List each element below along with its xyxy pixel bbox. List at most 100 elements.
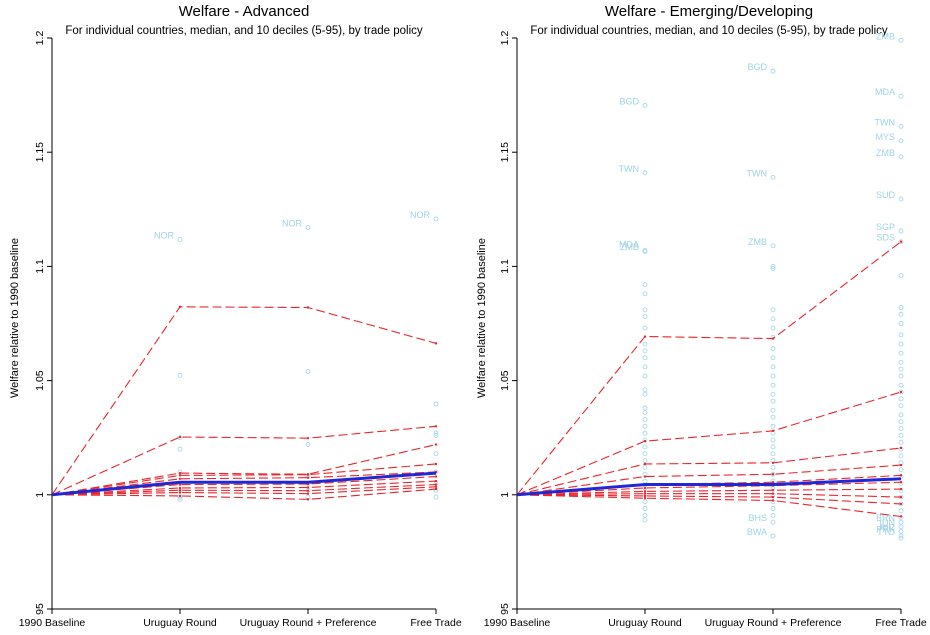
decile-marker (899, 446, 903, 450)
country-point (898, 382, 904, 388)
country-point (898, 123, 904, 129)
decile-marker (899, 481, 903, 484)
country-point (898, 524, 904, 530)
decile-line (51, 306, 437, 496)
chart-subtitle: For individual countries, median, and 10… (530, 25, 888, 37)
decile-marker (771, 489, 775, 492)
country-point (642, 512, 648, 518)
decile-marker (643, 494, 647, 498)
decile-marker (899, 240, 903, 243)
decile-marker (178, 435, 182, 439)
country-label: MDA (875, 87, 895, 97)
country-label: BGD (747, 62, 767, 72)
country-point (770, 451, 776, 457)
country-point (770, 243, 776, 249)
country-label: IDN (880, 518, 896, 528)
country-point (433, 430, 439, 436)
country-point (898, 321, 904, 326)
country-point (898, 93, 904, 99)
country-point (305, 442, 311, 448)
country-point (433, 216, 439, 222)
decile-marker (434, 479, 438, 483)
decile-marker (434, 443, 438, 446)
country-points (642, 37, 904, 541)
country-point (770, 464, 776, 470)
decile-marker (643, 492, 647, 495)
country-labels: BGDTWNMDAZMBBGDTWNZMBBHSBWAZMBMDATWNMYSZ… (619, 31, 896, 537)
country-point (898, 138, 904, 144)
x-tick-label: Uruguay Round + Preference (240, 617, 377, 629)
decile-marker (178, 477, 182, 481)
country-point (898, 528, 904, 534)
y-tick-label: 1.1 (499, 259, 511, 274)
country-label: PRK (876, 525, 895, 535)
y-tick-label: 1.2 (499, 31, 511, 46)
country-label: SUD (876, 190, 896, 200)
decile-marker (434, 342, 438, 345)
country-point (642, 102, 648, 108)
country-point (642, 341, 648, 347)
decile-marker (306, 436, 310, 440)
decile-marker (771, 429, 775, 433)
decile-marker (899, 487, 903, 491)
x-tick-label: Uruguay Round (143, 617, 217, 629)
x-tick-label: Uruguay Round + Preference (705, 617, 842, 629)
country-label: ZMB (876, 148, 895, 158)
decile-lines (51, 305, 438, 501)
decile-marker (434, 485, 438, 489)
country-point (770, 68, 776, 74)
country-label: BRN (876, 513, 895, 523)
country-point (898, 350, 904, 356)
y-tick-label: 95 (34, 603, 46, 615)
country-point (898, 239, 904, 245)
decile-line (516, 481, 902, 496)
decile-marker (306, 486, 310, 489)
y-axis-title: Welfare relative to 1990 baseline (476, 238, 488, 398)
country-label: NOR (282, 219, 303, 229)
y-tick-label: 1.15 (34, 142, 46, 163)
decile-marker (178, 471, 182, 475)
country-point (642, 464, 648, 470)
decile-line (516, 494, 902, 505)
decile-line (516, 488, 902, 496)
y-tick-label: 1.15 (499, 142, 511, 163)
decile-line (51, 486, 437, 496)
country-label: TWN (747, 168, 768, 178)
country-label: TTO (877, 527, 895, 537)
country-point (898, 154, 904, 160)
country-label: SGP (876, 222, 895, 232)
country-point (898, 389, 904, 395)
decile-marker (899, 474, 903, 477)
country-point (770, 263, 776, 269)
decile-marker (643, 439, 647, 443)
decile-marker (178, 491, 182, 494)
country-point (898, 332, 904, 338)
decile-marker (899, 515, 903, 518)
decile-marker (899, 495, 903, 499)
country-label: TWN (875, 117, 896, 127)
decile-marker (643, 475, 647, 478)
country-point (898, 228, 904, 234)
country-point (433, 494, 439, 500)
decile-marker (434, 483, 438, 486)
country-point (770, 407, 776, 413)
decile-line (516, 494, 902, 518)
decile-marker (771, 337, 775, 340)
x-tick-label: Free Trade (410, 617, 462, 629)
decile-line (51, 425, 437, 496)
country-point (642, 348, 648, 354)
country-point (770, 307, 776, 313)
y-tick-label: 1 (499, 492, 511, 498)
country-point (770, 423, 776, 429)
decile-marker (643, 490, 647, 493)
country-label: ZMB (876, 31, 895, 41)
x-tick-label: 1990 Baseline (484, 617, 551, 629)
decile-marker (771, 499, 775, 502)
country-point (770, 373, 776, 379)
country-point (433, 401, 439, 407)
country-point (770, 355, 776, 361)
decile-marker (899, 502, 903, 506)
country-point (770, 382, 776, 388)
country-point (433, 432, 439, 438)
country-point (770, 512, 776, 518)
